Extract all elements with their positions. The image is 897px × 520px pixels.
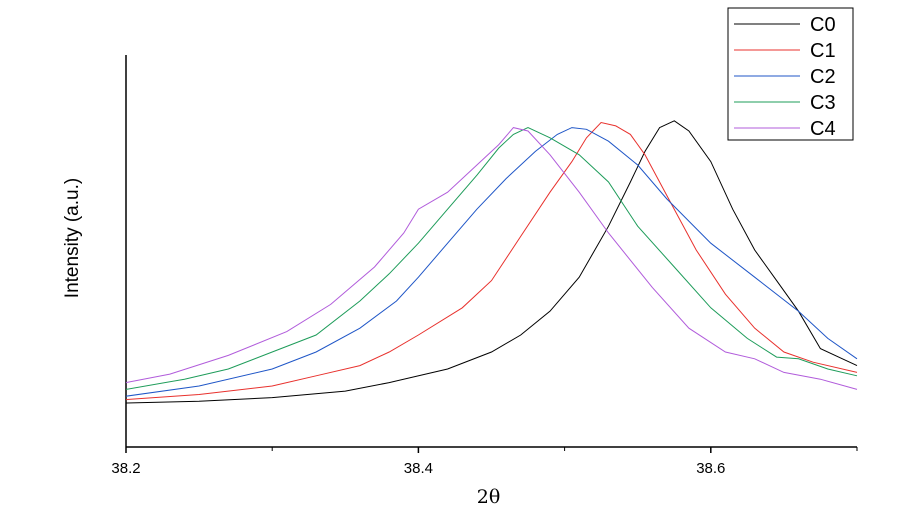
legend: C0 C1 C2 C3 C4 — [727, 7, 854, 141]
x-tick-label: 38.2 — [111, 460, 140, 477]
x-tick-label: 38.4 — [404, 460, 433, 477]
x-tick-label: 38.6 — [696, 460, 725, 477]
series-line-c4 — [125, 127, 858, 390]
legend-box — [727, 7, 854, 141]
x-ticks: 38.2 38.4 38.6 — [111, 447, 858, 477]
legend-label-c0: C0 — [810, 14, 836, 36]
x-axis-title: 2θ — [477, 486, 501, 508]
legend-label-c4: C4 — [810, 118, 836, 140]
axes — [125, 55, 857, 448]
y-axis-title: Intensity (a.u.) — [62, 178, 83, 298]
series-line-c3 — [125, 127, 858, 390]
series-lines — [125, 120, 858, 404]
series-line-c1 — [125, 121, 858, 401]
legend-label-c2: C2 — [810, 66, 836, 88]
series-line-c2 — [125, 127, 858, 397]
legend-label-c3: C3 — [810, 92, 836, 114]
legend-label-c1: C1 — [810, 40, 836, 62]
series-line-c0 — [125, 120, 858, 404]
